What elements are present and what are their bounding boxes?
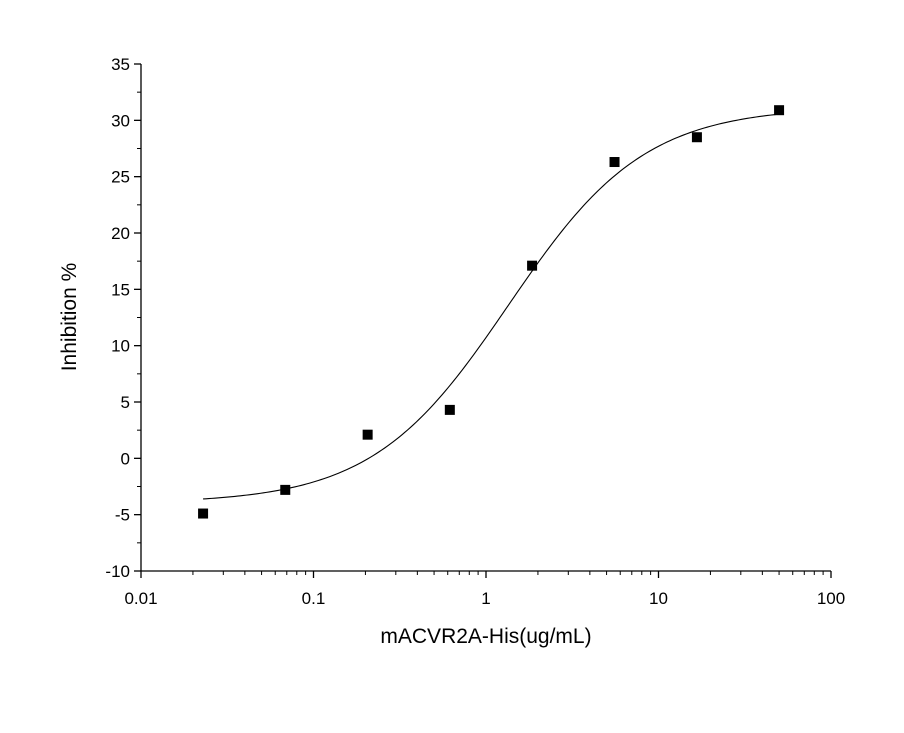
data-points xyxy=(198,105,785,519)
data-point xyxy=(362,429,373,440)
data-point xyxy=(527,260,538,271)
x-tick-label: 0.01 xyxy=(124,589,157,608)
x-tick-label: 1 xyxy=(481,589,490,608)
fit-curve xyxy=(203,113,780,500)
y-tick-label: 35 xyxy=(111,55,130,74)
x-axis-title: mACVR2A-His(ug/mL) xyxy=(380,625,591,648)
x-tick-label: 0.1 xyxy=(302,589,326,608)
y-tick-label: 30 xyxy=(111,111,130,130)
y-tick-label: 10 xyxy=(111,337,130,356)
data-point xyxy=(198,508,209,519)
y-tick-label: 20 xyxy=(111,224,130,243)
data-point xyxy=(280,484,291,495)
ticks: -10 -5 0 5 10 15 20 25 30 35 0.01 0.1 1 10 100 xyxy=(105,55,845,608)
y-tick-label: 5 xyxy=(121,393,130,412)
y-tick-label: 25 xyxy=(111,168,130,187)
y-tick-label: 15 xyxy=(111,280,130,299)
y-axis-title: Inhibition % xyxy=(58,263,81,372)
data-point xyxy=(609,157,620,168)
y-tick-label: -5 xyxy=(115,506,130,525)
data-point xyxy=(774,105,785,116)
x-tick-label: 100 xyxy=(817,589,845,608)
y-tick-label: -10 xyxy=(105,562,130,581)
data-point xyxy=(691,132,702,143)
y-tick-label: 0 xyxy=(121,449,130,468)
fit-curve-layer xyxy=(203,113,780,500)
data-point xyxy=(444,404,455,415)
x-tick-label: 10 xyxy=(649,589,668,608)
